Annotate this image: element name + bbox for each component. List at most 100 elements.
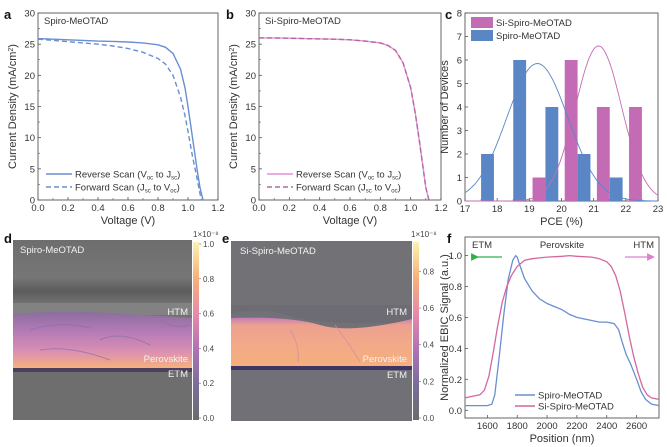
- x-tick-label: 2600: [626, 421, 647, 432]
- y-tick-label: 10: [24, 133, 35, 144]
- top-layer-region: [13, 240, 192, 308]
- legend-label: Si-Spiro-MeOTAD: [538, 402, 614, 413]
- bottom-substrate-region: [13, 372, 192, 420]
- colorbar: [193, 242, 199, 420]
- x-tick-label: 0.4: [313, 203, 326, 214]
- colorbar-tick-label: 0.0: [423, 414, 435, 423]
- gaussian-fit-spiro: [464, 63, 658, 202]
- histogram-bar-si-spiro: [596, 107, 610, 201]
- legend-label: Spiro-MeOTAD: [538, 391, 602, 402]
- x-tick-label: 2400: [596, 421, 617, 432]
- panel-a-jv-spiro: 0.0 0.2 0.4 0.6 0.8 1.0 1.2 0 5 10 15 20 25 30 Voltage…: [7, 9, 225, 228]
- legend-swatch: [471, 30, 493, 41]
- x-axis-label: PCE (%): [540, 216, 583, 228]
- layer-label-htm: HTM: [386, 307, 407, 318]
- y-tick-label: 1.0: [449, 251, 462, 262]
- y-tick-label: 0: [251, 196, 256, 207]
- bottom-substrate-region: [231, 370, 412, 421]
- colorbar-tick-label: 0.8: [203, 275, 215, 284]
- colorbar-tick-label: 0.0: [203, 414, 215, 423]
- x-tick-label: 0.4: [91, 203, 104, 214]
- grain-boundary-lines: [289, 324, 361, 363]
- y-tick-label: 2: [457, 150, 462, 161]
- panel-label-b: b: [226, 7, 234, 22]
- panel-b-jv-si-spiro: 0.0 0.2 0.4 0.6 0.8 1.0 1.2 0 5 10 15 20 25 30 Voltage…: [228, 9, 448, 228]
- panel-e-ebic-map-si-spiro: Si-Spiro-MeOTAD HTM Perovskite ETM 1×10⁻…: [231, 230, 437, 423]
- y-tick-label: 3: [457, 126, 462, 137]
- y-tick-label: 15: [24, 102, 35, 113]
- x-tick-label: 19: [524, 204, 535, 215]
- histogram-bar-si-spiro: [629, 107, 642, 201]
- x-tick-label: 0.2: [283, 203, 296, 214]
- grain-boundary-lines: [29, 319, 191, 361]
- plot-frame: [464, 236, 660, 419]
- y-axis-label: Number of Devices: [439, 60, 451, 154]
- y-tick-label: 0: [30, 196, 35, 207]
- layer-label-htm: HTM: [167, 307, 188, 318]
- panel-title: Si-Spiro-MeOTAD: [265, 16, 341, 27]
- panel-f-ebic-profile: 1600 1800 2000 2200 2400 2600 0.0 0.2 0.4 0.6 0.8 1…: [439, 236, 660, 445]
- legend-label: Reverse Scan (Voc to Jsc): [75, 170, 180, 182]
- x-tick-label: 0.0: [252, 203, 265, 214]
- layer-label-etm: ETM: [387, 370, 407, 381]
- colorbar-tick-label: 0.6: [423, 304, 435, 313]
- x-tick-label: 23: [653, 204, 664, 215]
- colorbar-tick-label: 0.4: [423, 341, 435, 350]
- y-tick-label: 25: [24, 40, 35, 51]
- y-tick-label: 30: [24, 9, 35, 20]
- y-tick-label: 5: [251, 164, 256, 175]
- jv-curve-dashed: [259, 37, 430, 201]
- y-tick-label: 0.0: [449, 406, 462, 417]
- y-axis-label: Normalized EBIC Signal (a.u.): [439, 254, 451, 401]
- y-tick-label: 0: [457, 197, 462, 208]
- x-tick-label: 1.0: [404, 203, 417, 214]
- x-tick-label: 0.6: [121, 203, 134, 214]
- annotation-htm: HTM: [633, 240, 654, 251]
- x-tick-label: 0.6: [343, 203, 356, 214]
- perovskite-ebic-band: [13, 311, 192, 368]
- x-tick-label: 2000: [537, 421, 558, 432]
- y-tick-label: 7: [457, 32, 462, 43]
- panel-label-c: c: [445, 7, 452, 22]
- colorbar-tick-label: 1.0: [203, 240, 215, 249]
- panel-label-e: e: [222, 231, 229, 246]
- x-tick-label: 0.2: [61, 203, 74, 214]
- y-axis-label: Current Density (mA/cm2): [228, 44, 240, 169]
- x-tick-label: 1800: [507, 421, 528, 432]
- y-tick-label: 8: [457, 9, 462, 20]
- y-tick-label: 20: [245, 71, 256, 82]
- x-tick-label: 1.0: [181, 203, 194, 214]
- x-tick-label: 0.0: [31, 203, 44, 214]
- y-tick-label: 10: [245, 133, 256, 144]
- x-tick-label: 0.8: [151, 203, 164, 214]
- histogram-bar-spiro: [609, 177, 623, 201]
- ebic-curve-spiro: [465, 254, 660, 407]
- colorbar-tick-label: 0.8: [423, 267, 435, 276]
- histogram-bar-si-spiro: [564, 60, 578, 201]
- layer-label-etm: ETM: [168, 369, 188, 380]
- x-axis-label: Position (nm): [530, 433, 595, 445]
- panel-label-a: a: [4, 7, 12, 22]
- colorbar-scale-label: 1×10⁻⁸: [193, 230, 219, 239]
- legend-label: Spiro-MeOTAD: [496, 31, 560, 42]
- colorbar-scale-label: 1×10⁻⁸: [411, 230, 437, 239]
- y-tick-label: 1: [457, 173, 462, 184]
- annotation-perovskite: Perovskite: [540, 240, 584, 251]
- etm-layer-region: [13, 368, 192, 372]
- legend-swatch: [471, 17, 493, 28]
- legend-label: Reverse Scan (Voc to Jsc): [296, 170, 401, 182]
- x-tick-label: 1600: [477, 421, 498, 432]
- htm-layer-region: [231, 305, 412, 324]
- y-tick-label: 15: [245, 102, 256, 113]
- histogram-bar-spiro: [513, 60, 527, 201]
- etm-layer-region: [231, 366, 412, 370]
- x-tick-label: 2200: [566, 421, 587, 432]
- y-tick-label: 6: [457, 56, 462, 67]
- y-tick-label: 0.8: [449, 282, 462, 293]
- panel-label-f: f: [447, 231, 452, 246]
- x-axis-label: Voltage (V): [101, 215, 155, 227]
- gaussian-fit-si-spiro: [465, 45, 659, 202]
- perovskite-ebic-band: [231, 317, 412, 366]
